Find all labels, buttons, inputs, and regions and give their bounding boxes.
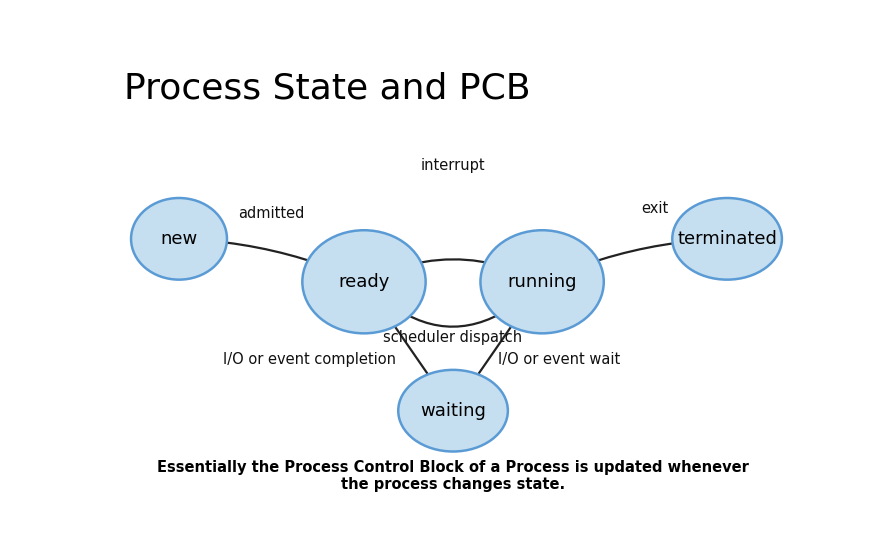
Text: I/O or event wait: I/O or event wait [498, 352, 621, 367]
Text: interrupt: interrupt [421, 158, 485, 174]
Text: ready: ready [339, 273, 390, 291]
Ellipse shape [673, 198, 782, 280]
Ellipse shape [398, 370, 507, 451]
Text: admitted: admitted [239, 205, 305, 220]
Text: exit: exit [642, 201, 669, 217]
Ellipse shape [131, 198, 227, 280]
Text: scheduler dispatch: scheduler dispatch [384, 330, 522, 345]
Text: waiting: waiting [420, 402, 486, 420]
Text: terminated: terminated [677, 230, 777, 248]
Ellipse shape [481, 230, 604, 333]
Text: Process State and PCB: Process State and PCB [124, 71, 530, 105]
Text: new: new [160, 230, 198, 248]
Text: I/O or event completion: I/O or event completion [223, 352, 396, 367]
Text: Essentially the Process Control Block of a Process is updated whenever
the proce: Essentially the Process Control Block of… [157, 460, 749, 492]
Ellipse shape [302, 230, 426, 333]
Text: running: running [507, 273, 577, 291]
